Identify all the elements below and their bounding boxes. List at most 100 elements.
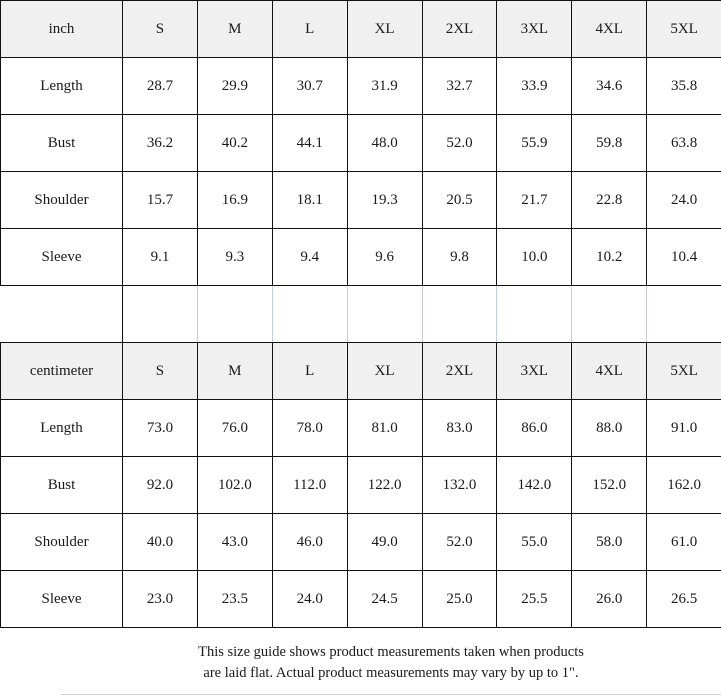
cm-bust-s: 92.0: [123, 457, 198, 514]
inch-col-header-l: L: [272, 1, 347, 58]
inch-shoulder-5xl: 24.0: [647, 172, 721, 229]
cm-shoulder-l: 46.0: [272, 514, 347, 571]
spacer-cell: [272, 286, 347, 343]
inch-row-label-shoulder: Shoulder: [1, 172, 123, 229]
cm-length-3xl: 86.0: [497, 400, 572, 457]
cm-col-header-3xl: 3XL: [497, 343, 572, 400]
cm-length-m: 76.0: [197, 400, 272, 457]
cm-col-header-5xl: 5XL: [647, 343, 721, 400]
inch-sleeve-2xl: 9.8: [422, 229, 497, 286]
inch-header-row: inch S M L XL 2XL 3XL 4XL 5XL: [1, 1, 721, 58]
size-guide-disclaimer: This size guide shows product measuremen…: [61, 628, 721, 695]
cm-bust-3xl: 142.0: [497, 457, 572, 514]
inch-shoulder-3xl: 21.7: [497, 172, 572, 229]
centimeter-unit-label: centimeter: [1, 343, 123, 400]
inch-bust-5xl: 63.8: [647, 115, 721, 172]
cm-bust-2xl: 132.0: [422, 457, 497, 514]
inch-bust-m: 40.2: [197, 115, 272, 172]
cm-bust-m: 102.0: [197, 457, 272, 514]
inch-col-header-s: S: [123, 1, 198, 58]
cm-shoulder-2xl: 52.0: [422, 514, 497, 571]
cm-col-header-xl: XL: [347, 343, 422, 400]
cm-sleeve-2xl: 25.0: [422, 571, 497, 628]
inch-sleeve-l: 9.4: [272, 229, 347, 286]
inch-sleeve-3xl: 10.0: [497, 229, 572, 286]
cm-sleeve-xl: 24.5: [347, 571, 422, 628]
inch-length-3xl: 33.9: [497, 58, 572, 115]
cm-shoulder-3xl: 55.0: [497, 514, 572, 571]
cm-row-label-bust: Bust: [1, 457, 123, 514]
inch-shoulder-2xl: 20.5: [422, 172, 497, 229]
table-row: Sleeve 23.0 23.5 24.0 24.5 25.0 25.5 26.…: [1, 571, 721, 628]
disclaimer-line-1: This size guide shows product measuremen…: [61, 642, 721, 663]
cm-sleeve-4xl: 26.0: [572, 571, 647, 628]
inch-bust-l: 44.1: [272, 115, 347, 172]
table-spacer-row: [1, 286, 721, 343]
inch-length-4xl: 34.6: [572, 58, 647, 115]
inch-col-header-m: M: [197, 1, 272, 58]
cm-sleeve-5xl: 26.5: [647, 571, 721, 628]
inch-length-s: 28.7: [123, 58, 198, 115]
cm-shoulder-4xl: 58.0: [572, 514, 647, 571]
inch-sleeve-m: 9.3: [197, 229, 272, 286]
cm-shoulder-xl: 49.0: [347, 514, 422, 571]
inch-col-header-3xl: 3XL: [497, 1, 572, 58]
inch-col-header-xl: XL: [347, 1, 422, 58]
inch-sleeve-xl: 9.6: [347, 229, 422, 286]
size-chart-body: inch S M L XL 2XL 3XL 4XL 5XL Length 28.…: [1, 1, 721, 628]
cm-length-5xl: 91.0: [647, 400, 721, 457]
table-row: Sleeve 9.1 9.3 9.4 9.6 9.8 10.0 10.2 10.…: [1, 229, 721, 286]
cm-col-header-l: L: [272, 343, 347, 400]
cm-row-label-sleeve: Sleeve: [1, 571, 123, 628]
inch-sleeve-s: 9.1: [123, 229, 198, 286]
cm-col-header-m: M: [197, 343, 272, 400]
spacer-cell: [347, 286, 422, 343]
cm-sleeve-l: 24.0: [272, 571, 347, 628]
inch-col-header-2xl: 2XL: [422, 1, 497, 58]
inch-col-header-5xl: 5XL: [647, 1, 721, 58]
table-row: Shoulder 15.7 16.9 18.1 19.3 20.5 21.7 2…: [1, 172, 721, 229]
cm-length-xl: 81.0: [347, 400, 422, 457]
cm-length-s: 73.0: [123, 400, 198, 457]
spacer-cell: [1, 286, 123, 343]
inch-bust-3xl: 55.9: [497, 115, 572, 172]
table-row: Bust 92.0 102.0 112.0 122.0 132.0 142.0 …: [1, 457, 721, 514]
cm-col-header-2xl: 2XL: [422, 343, 497, 400]
cm-shoulder-s: 40.0: [123, 514, 198, 571]
cm-col-header-4xl: 4XL: [572, 343, 647, 400]
cm-sleeve-m: 23.5: [197, 571, 272, 628]
inch-bust-s: 36.2: [123, 115, 198, 172]
cm-bust-4xl: 152.0: [572, 457, 647, 514]
cm-bust-l: 112.0: [272, 457, 347, 514]
inch-length-xl: 31.9: [347, 58, 422, 115]
cm-shoulder-5xl: 61.0: [647, 514, 721, 571]
cm-sleeve-s: 23.0: [123, 571, 198, 628]
inch-row-label-bust: Bust: [1, 115, 123, 172]
size-chart-table: inch S M L XL 2XL 3XL 4XL 5XL Length 28.…: [0, 0, 721, 628]
inch-shoulder-4xl: 22.8: [572, 172, 647, 229]
inch-row-label-sleeve: Sleeve: [1, 229, 123, 286]
cm-length-l: 78.0: [272, 400, 347, 457]
table-row: Shoulder 40.0 43.0 46.0 49.0 52.0 55.0 5…: [1, 514, 721, 571]
inch-shoulder-s: 15.7: [123, 172, 198, 229]
table-row: Bust 36.2 40.2 44.1 48.0 52.0 55.9 59.8 …: [1, 115, 721, 172]
spacer-cell: [422, 286, 497, 343]
cm-bust-5xl: 162.0: [647, 457, 721, 514]
cm-row-label-shoulder: Shoulder: [1, 514, 123, 571]
inch-shoulder-m: 16.9: [197, 172, 272, 229]
inch-bust-2xl: 52.0: [422, 115, 497, 172]
centimeter-header-row: centimeter S M L XL 2XL 3XL 4XL 5XL: [1, 343, 721, 400]
inch-sleeve-4xl: 10.2: [572, 229, 647, 286]
inch-shoulder-xl: 19.3: [347, 172, 422, 229]
table-row: Length 73.0 76.0 78.0 81.0 83.0 86.0 88.…: [1, 400, 721, 457]
cm-sleeve-3xl: 25.5: [497, 571, 572, 628]
inch-bust-xl: 48.0: [347, 115, 422, 172]
cm-shoulder-m: 43.0: [197, 514, 272, 571]
inch-sleeve-5xl: 10.4: [647, 229, 721, 286]
cm-col-header-s: S: [123, 343, 198, 400]
spacer-cell: [497, 286, 572, 343]
cm-length-4xl: 88.0: [572, 400, 647, 457]
inch-row-label-length: Length: [1, 58, 123, 115]
inch-bust-4xl: 59.8: [572, 115, 647, 172]
inch-length-5xl: 35.8: [647, 58, 721, 115]
